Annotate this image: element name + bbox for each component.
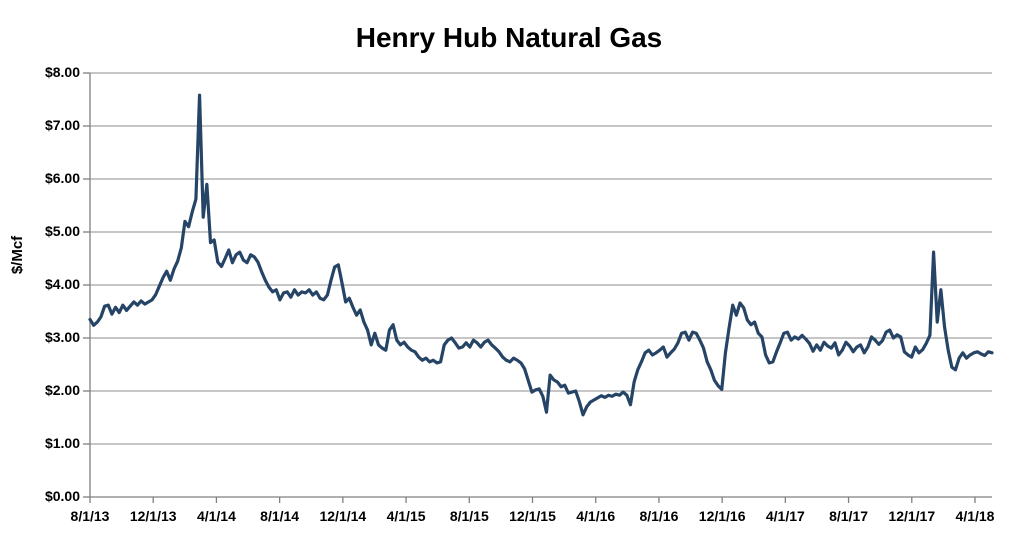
y-axis-tick-label: $4.00 xyxy=(44,276,80,292)
y-axis-tick-label: $7.00 xyxy=(44,117,80,133)
x-axis-tick-label: 8/1/13 xyxy=(70,508,110,524)
x-axis-tick-label: 4/1/17 xyxy=(765,508,805,524)
x-axis-tick-label: 12/1/13 xyxy=(129,508,177,524)
x-axis-tick-label: 4/1/15 xyxy=(386,508,426,524)
price-series-line xyxy=(88,93,994,417)
chart-title: Henry Hub Natural Gas xyxy=(355,22,663,53)
x-axis-tick-label: 12/1/15 xyxy=(509,508,556,524)
x-axis-tick-label: 4/1/16 xyxy=(576,508,616,524)
x-axis-tick-label: 8/1/14 xyxy=(260,508,300,524)
y-axis-tick-label: $3.00 xyxy=(44,329,80,345)
x-axis-tick-label: 12/1/14 xyxy=(319,508,367,524)
x-axis-tick-label: 4/1/14 xyxy=(196,508,236,524)
y-axis-tick-label: $1.00 xyxy=(44,435,80,451)
y-axis-tick-label: $5.00 xyxy=(44,223,80,239)
y-axis-tick-label: $2.00 xyxy=(44,382,80,398)
x-axis-tick-label: 8/1/16 xyxy=(639,508,679,524)
x-axis-tick-label: 12/1/16 xyxy=(698,508,746,524)
x-axis-tick-label: 8/1/15 xyxy=(449,508,489,524)
x-axis-tick-label: 8/1/17 xyxy=(829,508,869,524)
x-axis-tick-label: 12/1/17 xyxy=(888,508,936,524)
x-axis-tick-label: 4/1/18 xyxy=(955,508,995,524)
y-axis-tick-label: $0.00 xyxy=(44,488,80,504)
y-axis-tick-label: $8.00 xyxy=(44,64,80,80)
y-axis-tick-label: $6.00 xyxy=(44,170,80,186)
